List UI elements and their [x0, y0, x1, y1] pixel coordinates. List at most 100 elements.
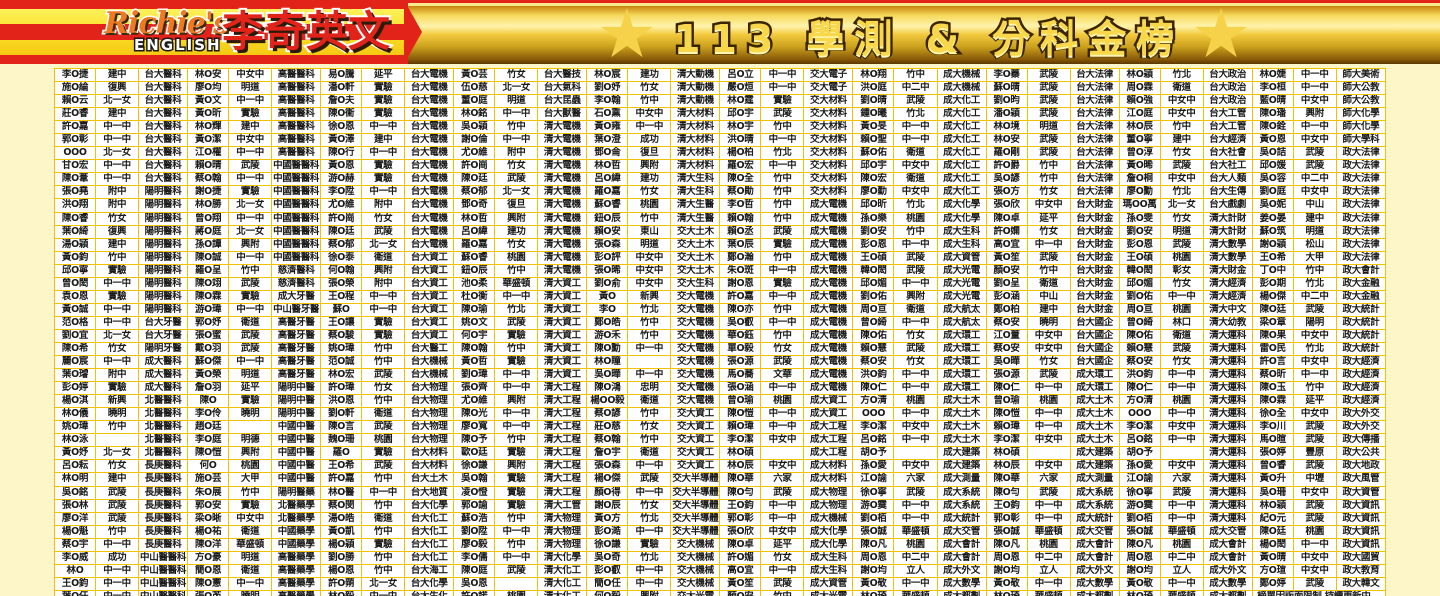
student-school-cell: 中女中 [1292, 355, 1337, 370]
department-badge: 清大工程 [537, 407, 588, 422]
student-school-cell: 竹女 [760, 550, 805, 565]
department-badge: 成大環工 [936, 328, 987, 343]
student-name-cell: 楊O傑 [586, 472, 629, 487]
student-school-cell: 建中 [95, 472, 140, 487]
student-school-cell: 武陵 [1292, 459, 1337, 474]
table-row: 陳O希 竹女 陽明牙醫 戴O羽 武陵 高醫牙醫 姚O瑋 竹中 台大醫工 陳O翰 竹中 清大資工 陳O勳中… [53, 341, 1387, 357]
student-school-cell: 中一中 [1026, 237, 1071, 252]
student-school-cell: 中一中 [1292, 537, 1337, 552]
department-badge: 台大資工 [404, 315, 455, 330]
department-badge: 政大會計 [1335, 263, 1387, 278]
student-school-cell: 武陵 [893, 250, 938, 265]
department-badge: 台大社會 [1202, 146, 1253, 161]
student-name-cell: 袁O恩 [53, 289, 97, 304]
student-name-cell: 彭O涵 [985, 289, 1028, 304]
department-badge: 成大光電 [936, 289, 987, 304]
student-name-cell: 許O蒴 [320, 576, 363, 591]
student-name-cell: 江O諭 [852, 472, 895, 487]
student-school-cell: 北一女 [494, 185, 539, 200]
student-school-cell: 中一中 [760, 381, 805, 396]
student-school-cell: 竹中 [627, 94, 672, 109]
department-badge: 成大電機 [803, 355, 854, 370]
department-badge: 成大電機 [803, 315, 854, 330]
department-badge: 陽明醫科 [138, 211, 189, 226]
student-school-cell: 竹北 [494, 302, 539, 317]
department-badge: 清大運科 [1202, 368, 1253, 383]
department-badge: 政大經濟 [1335, 394, 1387, 409]
student-school-cell: 中女中 [627, 107, 672, 122]
student-school-cell: 中一中 [1159, 498, 1204, 513]
student-school-cell: 復旦 [627, 146, 672, 161]
student-school-cell: 六家 [760, 472, 805, 487]
department-badge: 清大電機 [537, 120, 588, 135]
department-badge: 清大工程 [537, 433, 588, 448]
department-badge: 成大生科 [803, 563, 854, 578]
student-name-cell: 黃O笙 [985, 250, 1028, 265]
department-badge: 清大資工 [537, 341, 588, 357]
student-school-cell: 北一女 [1159, 198, 1204, 213]
department-badge: 成大航太 [936, 302, 987, 317]
department-badge: 成大資工 [803, 407, 854, 422]
student-name-cell: 李O川 [1251, 420, 1294, 435]
department-badge: 台大資工 [404, 276, 455, 291]
student-school-cell: 竹中 [1026, 263, 1071, 278]
department-badge: 交大電機 [670, 368, 721, 383]
student-name-cell: 葉O任 [53, 589, 97, 596]
department-badge: 高醫藥學 [271, 589, 322, 596]
table-row: 姚O瑋 竹中 北醫醫科 趙O廷 中國中醫 陳O言 武陵 台大物理 廖O寬 中一中 清大工程 莊O慈 竹女… [53, 420, 1387, 435]
student-school-cell: 武陵 [893, 263, 938, 278]
department-badge: 清大生科 [670, 185, 721, 200]
department-badge: 成大系統 [936, 498, 987, 513]
student-name-cell: 孫O愛 [1118, 459, 1161, 474]
student-school-cell: 建中 [95, 67, 140, 83]
student-name-cell: 賴O強 [1118, 94, 1161, 109]
department-badge: 台大電機 [404, 224, 455, 239]
department-badge: 清大經濟 [1202, 289, 1253, 304]
student-name-cell: 甘O宏 [53, 159, 97, 174]
student-name-cell: 吳O銘 [53, 485, 97, 500]
student-school-cell: 明道 [1292, 224, 1337, 239]
department-badge: 成大化學 [936, 211, 987, 226]
student-school-cell: 中一中 [1026, 511, 1071, 526]
department-badge: 成大系統 [1069, 485, 1120, 500]
student-name-cell: 劉O安 [1118, 224, 1161, 239]
student-school-cell: 竹女 [627, 498, 672, 513]
department-badge: 中國中醫 [271, 446, 322, 461]
department-badge: 高醫藥學 [271, 550, 322, 565]
student-school-cell: 竹中 [494, 433, 539, 448]
student-school-cell: 興附 [494, 211, 539, 226]
student-school-cell: 竹中 [228, 485, 273, 500]
student-school-cell: 武陵 [1292, 159, 1337, 174]
student-school-cell: 中一中 [361, 289, 406, 304]
department-badge: 長庚醫科 [138, 485, 189, 500]
student-school-cell: 中女中 [1026, 433, 1071, 448]
banner-title-row: 113 學測 & 分科金榜 [408, 3, 1440, 64]
student-name-cell: 許O爵 [985, 159, 1028, 174]
student-school-cell: 竹中 [494, 511, 539, 526]
student-school-cell: 竹女 [627, 420, 672, 435]
student-school-cell: 實驗 [361, 107, 406, 122]
student-school-cell: 中一中 [893, 276, 938, 291]
student-school-cell: 中一中 [494, 550, 539, 565]
student-school-cell: 衛道 [1159, 328, 1204, 343]
department-badge: 清大資工 [537, 289, 588, 304]
department-badge: 台大政治 [1202, 81, 1253, 96]
student-name-cell: 李O潔 [719, 433, 762, 448]
student-school-cell: 竹中 [361, 472, 406, 487]
student-school-cell: 竹北 [893, 198, 938, 213]
student-school-cell: 中一中 [893, 237, 938, 252]
student-name-cell: 曾O翔 [187, 211, 230, 226]
student-school-cell: 中一中 [627, 524, 672, 539]
department-badge: 交大材料 [803, 107, 854, 122]
student-school-cell: 中二中 [1159, 550, 1204, 565]
student-school-cell: 桃園 [1026, 537, 1071, 552]
department-badge: 清大運科 [1202, 511, 1253, 526]
student-school-cell: 復興 [95, 224, 140, 239]
student-name-cell: 梁O章 [1251, 315, 1294, 330]
student-school-cell: 桃園 [893, 211, 938, 226]
student-name-cell: 高O宜 [985, 237, 1028, 252]
student-name-cell: 李O威 [53, 550, 97, 565]
student-name-cell: 鄭O瀚 [719, 250, 762, 265]
student-school-cell: 陽明 [1292, 315, 1337, 330]
student-school-cell: 桃園 [893, 394, 938, 409]
